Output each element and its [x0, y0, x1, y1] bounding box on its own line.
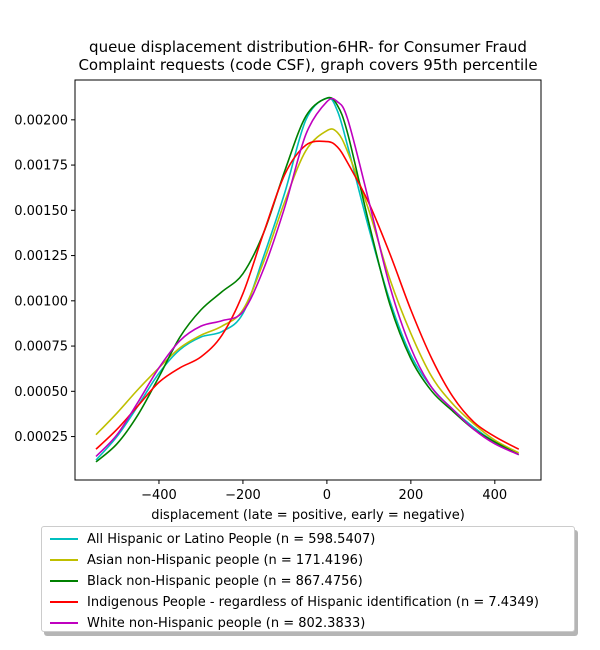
legend-swatch [50, 601, 78, 603]
chart-title-line-2: Complaint requests (code CSF), graph cov… [78, 56, 537, 74]
y-tick-label: 0.00050 [14, 385, 68, 400]
legend-entry: White non-Hispanic people (n = 802.3833) [42, 613, 365, 633]
legend-label: White non-Hispanic people (n = 802.3833) [87, 615, 366, 631]
y-tick-label: 0.00125 [14, 249, 68, 264]
legend-entry: Asian non-Hispanic people (n = 171.4196) [42, 550, 363, 570]
y-tick-label: 0.00200 [14, 113, 68, 128]
chart-legend: All Hispanic or Latino People (n = 598.5… [41, 526, 575, 632]
legend-swatch [50, 622, 78, 624]
legend-entry: Black non-Hispanic people (n = 867.4756) [42, 571, 363, 591]
legend-label: Asian non-Hispanic people (n = 171.4196) [87, 552, 364, 568]
x-tick-label: 0 [323, 488, 331, 503]
series-line-3 [95, 140, 520, 450]
chart-title-line-1: queue displacement distribution-6HR- for… [89, 38, 527, 56]
y-tick-label: 0.00075 [14, 340, 68, 355]
plot-area-frame [74, 79, 542, 481]
legend-label: Black non-Hispanic people (n = 867.4756) [87, 573, 363, 589]
legend-label: All Hispanic or Latino People (n = 598.5… [87, 531, 376, 547]
x-tick-label: −200 [225, 488, 261, 503]
y-tick-label: 0.00100 [14, 294, 68, 309]
y-tick-label: 0.00175 [14, 159, 68, 174]
legend-entry: All Hispanic or Latino People (n = 598.5… [42, 529, 375, 549]
series-line-4 [95, 97, 520, 458]
legend-swatch [50, 559, 78, 561]
y-tick-label: 0.00025 [14, 430, 68, 445]
y-tick-label: 0.00150 [14, 204, 68, 219]
x-axis-label: displacement (late = positive, early = n… [151, 508, 465, 523]
legend-swatch [50, 580, 78, 582]
x-tick-label: 400 [482, 488, 507, 503]
x-tick-label: 200 [398, 488, 423, 503]
series-line-2 [95, 96, 520, 463]
legend-label: Indigenous People - regardless of Hispan… [87, 594, 539, 610]
series-line-1 [95, 128, 520, 454]
legend-swatch [50, 538, 78, 540]
x-tick-label: −400 [141, 488, 177, 503]
legend-entry: Indigenous People - regardless of Hispan… [42, 592, 539, 612]
